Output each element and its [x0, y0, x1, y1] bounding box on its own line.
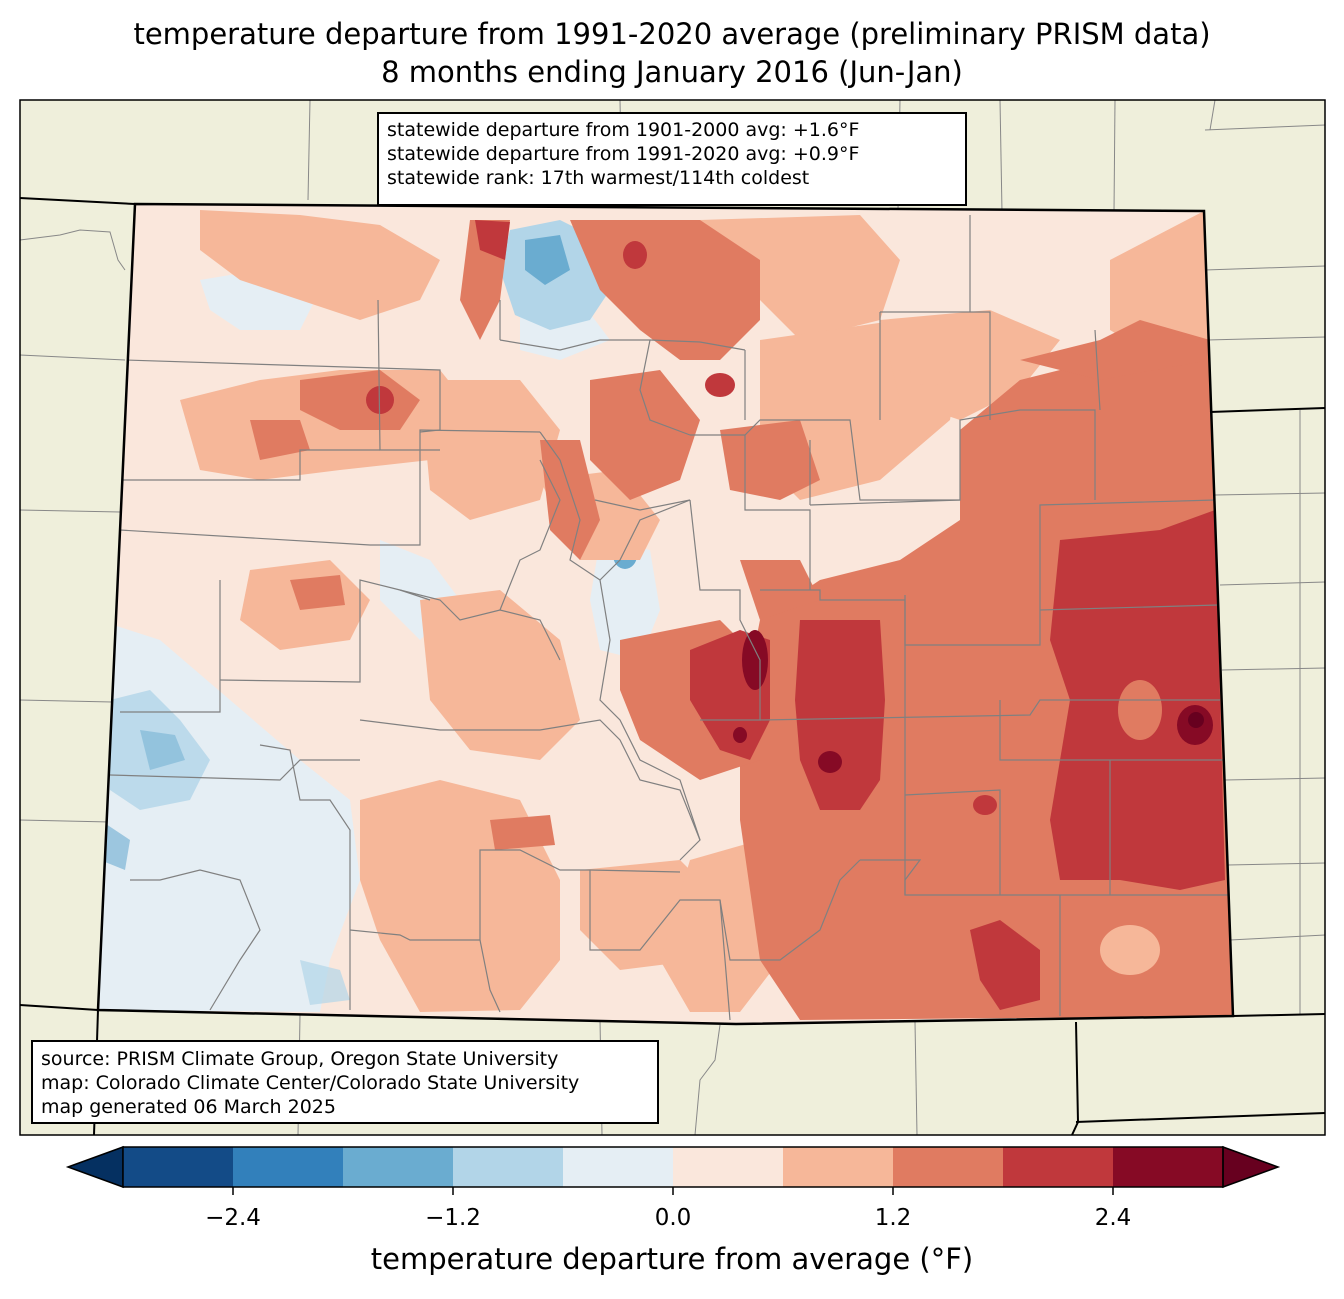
map-frame — [19, 99, 1326, 1136]
colorbar-tick-label: 2.4 — [1094, 1205, 1132, 1231]
source-prism: source: PRISM Climate Group, Oregon Stat… — [41, 1048, 559, 1070]
colorbar-tick-label: 0.0 — [654, 1205, 692, 1231]
colorbar-low-extend — [65, 1145, 124, 1189]
colorado-boundary — [96, 202, 1235, 1026]
colorbar-bin-2 — [233, 1147, 343, 1187]
colorbar-bin-10 — [1113, 1147, 1223, 1187]
colorbar-bin-7 — [783, 1147, 893, 1187]
colorbar — [65, 1145, 1281, 1195]
stats-departure-1901-2000: statewide departure from 1901-2000 avg: … — [387, 119, 860, 141]
colorbar-bin-4 — [453, 1147, 563, 1187]
map-title-line2: 8 months ending January 2016 (Jun-Jan) — [381, 55, 963, 89]
statewide-stats-box: statewide departure from 1901-2000 avg: … — [377, 112, 967, 206]
map-title-line1: temperature departure from 1991-2020 ave… — [133, 17, 1211, 51]
colorbar-bin-3 — [343, 1147, 453, 1187]
colorbar-high-extend — [1222, 1145, 1281, 1189]
temperature-contours — [98, 204, 1233, 1024]
colorbar-bin-5 — [563, 1147, 673, 1187]
colorbar-bin-8 — [893, 1147, 1003, 1187]
colorbar-bin-9 — [1003, 1147, 1113, 1187]
stats-rank: statewide rank: 17th warmest/114th colde… — [387, 167, 810, 189]
colorbar-bin-6 — [673, 1147, 783, 1187]
colorbar-tick-label: −1.2 — [425, 1205, 481, 1231]
source-generated-date: map generated 06 March 2025 — [41, 1096, 336, 1118]
colorbar-label: temperature departure from average (°F) — [370, 1242, 974, 1276]
source-box: source: PRISM Climate Group, Oregon Stat… — [31, 1040, 659, 1124]
source-map-credit: map: Colorado Climate Center/Colorado St… — [41, 1072, 580, 1094]
county-boundaries — [109, 215, 1230, 1021]
colorbar-tick-label: −2.4 — [205, 1205, 261, 1231]
colorbar-tick-label: 1.2 — [874, 1205, 912, 1231]
stats-departure-1991-2020: statewide departure from 1991-2020 avg: … — [387, 143, 860, 165]
colorbar-bin-1 — [123, 1147, 233, 1187]
